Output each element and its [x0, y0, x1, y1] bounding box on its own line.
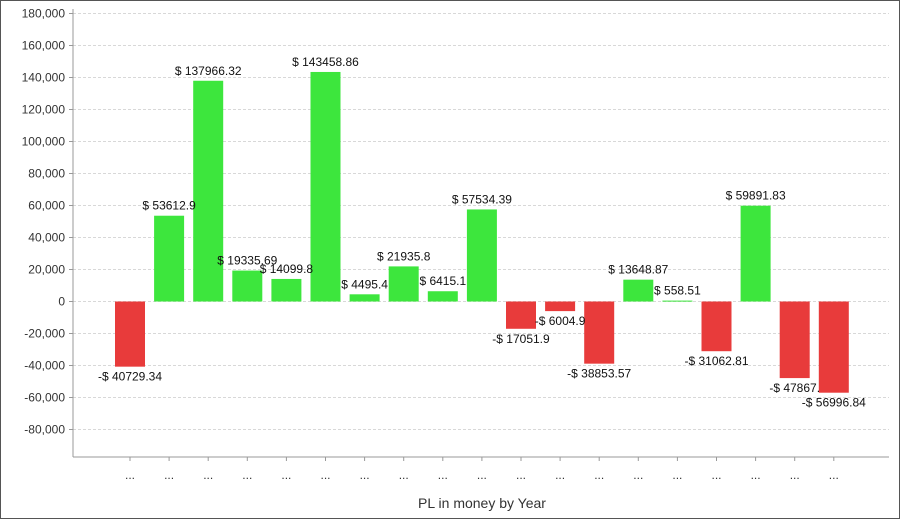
x-tick-label: ... — [751, 468, 761, 482]
bar — [466, 209, 497, 302]
bar — [388, 266, 419, 302]
y-tick-label: -40,000 — [24, 359, 65, 373]
bar — [271, 278, 302, 302]
bar — [623, 279, 654, 302]
bar — [193, 80, 224, 302]
y-tick-label: -80,000 — [24, 423, 65, 437]
bar-value-label: -$ 17051.9 — [492, 332, 550, 346]
x-tick-label: ... — [555, 468, 565, 482]
bar — [506, 301, 536, 329]
bar — [662, 300, 693, 302]
bar-value-label: $ 14099.8 — [260, 262, 314, 276]
x-tick-label: ... — [164, 468, 174, 482]
y-tick-label: 100,000 — [22, 135, 66, 149]
bar-value-label: $ 4495.4 — [341, 277, 388, 291]
bar-value-label: -$ 38853.57 — [567, 367, 631, 381]
bar-value-label: $ 13648.87 — [608, 263, 668, 277]
bar-value-label: $ 21935.8 — [377, 249, 431, 263]
bar-value-label: $ 137966.32 — [175, 64, 242, 78]
bar-value-label: $ 558.51 — [654, 284, 701, 298]
bar — [584, 301, 615, 364]
bar — [779, 301, 810, 379]
bar — [310, 71, 341, 302]
bar-value-label: $ 57534.39 — [452, 192, 512, 206]
bar — [818, 301, 849, 393]
y-axis-ticks: 180,000 160,000 140,000 120,000 100,000 80,00… — [22, 7, 73, 437]
bar-value-label: -$ 6004.9 — [535, 314, 586, 328]
bar-value-label: -$ 31062.81 — [684, 354, 748, 368]
y-tick-label: -60,000 — [24, 391, 65, 405]
x-tick-label: ... — [399, 468, 409, 482]
x-axis-ticks: ........................................… — [125, 457, 839, 482]
x-tick-label: ... — [829, 468, 839, 482]
x-tick-label: ... — [672, 468, 682, 482]
x-tick-label: ... — [125, 468, 135, 482]
x-tick-label: ... — [203, 468, 213, 482]
y-tick-label: 140,000 — [22, 71, 66, 85]
y-tick-label: 120,000 — [22, 103, 66, 117]
x-tick-label: ... — [790, 468, 800, 482]
x-tick-label: ... — [594, 468, 604, 482]
bar-value-label: $ 53612.9 — [142, 199, 196, 213]
y-tick-label: 40,000 — [28, 231, 65, 245]
y-tick-label: 180,000 — [22, 7, 66, 21]
x-tick-label: ... — [360, 468, 370, 482]
bar — [701, 301, 732, 352]
x-tick-label: ... — [320, 468, 330, 482]
bar — [349, 294, 380, 302]
y-tick-label: 80,000 — [28, 167, 65, 181]
bar — [427, 291, 458, 302]
y-tick-label: -20,000 — [24, 327, 65, 341]
x-tick-label: ... — [242, 468, 252, 482]
bar-value-label: -$ 56996.84 — [802, 396, 866, 410]
bar — [740, 205, 771, 302]
x-tick-label: ... — [281, 468, 291, 482]
x-tick-label: ... — [516, 468, 526, 482]
bar — [232, 270, 263, 302]
x-tick-label: ... — [711, 468, 721, 482]
y-tick-label: 20,000 — [28, 263, 65, 277]
data-labels: -$ 40729.34 $ 53612.9 $ 137966.32 $ 19335.6… — [98, 55, 866, 410]
x-axis-title: PL in money by Year — [418, 495, 546, 511]
bar-value-label: $ 19335.69 — [217, 254, 277, 268]
bar-value-label: $ 143458.86 — [292, 55, 359, 69]
bar — [154, 215, 185, 302]
bar-value-label: -$ 47867. — [769, 381, 820, 395]
y-tick-label: 160,000 — [22, 39, 66, 53]
bars — [115, 71, 849, 393]
y-tick-label: 60,000 — [28, 199, 65, 213]
bar — [545, 301, 576, 312]
bar-value-label: $ 6415.1 — [419, 274, 466, 288]
bar-value-label: -$ 40729.34 — [98, 370, 162, 384]
y-tick-label: 0 — [58, 295, 65, 309]
bar-value-label: $ 59891.83 — [726, 189, 786, 203]
x-tick-label: ... — [438, 468, 448, 482]
bar — [115, 301, 145, 367]
x-tick-label: ... — [477, 468, 487, 482]
x-tick-label: ... — [633, 468, 643, 482]
